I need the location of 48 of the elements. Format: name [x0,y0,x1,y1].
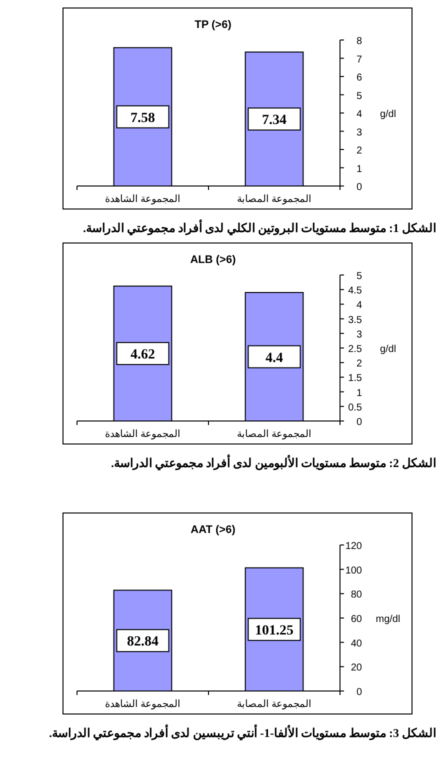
text: الشكل 1: متوسط مستويات البروتين الكلي لدى أفراد مجموعتي الدراسة. [83,220,436,236]
y-tick-label: 5 [356,271,362,282]
x-tick-label: المجموعة المصابة [236,194,312,205]
data-label: 7.34 [262,113,286,128]
data-label: 4.4 [266,350,283,366]
y-tick-label: 3 [356,127,362,138]
text: الشكل 2: متوسط مستويات الألبومين لدى أفراد مجموعتي الدراسة. [111,455,436,471]
y-tick-label: 6 [356,72,362,84]
y-tick-label: 100 [345,565,362,576]
x-tick-label: المجموعة المصابة [236,429,312,440]
y-tick-label: 0 [356,687,362,698]
x-tick-label: المجموعة الشاهدة [104,699,181,710]
y-tick-label: 4 [356,300,362,312]
y-tick-label: 8 [356,36,362,47]
y-tick-label: 120 [345,541,362,552]
data-label: 101.25 [255,623,294,638]
text: الشكل 3: متوسط مستويات الألفا-1- أنتي تريبسين لدى أفراد مجموعتي الدراسة. [49,725,436,741]
data-label: 4.62 [130,348,155,363]
y-axis-title: mg/dl [376,614,400,625]
x-tick-label: المجموعة المصابة [236,699,312,710]
x-tick-label: المجموعة الشاهدة [104,194,181,205]
y-tick-label: 2 [356,146,362,156]
y-tick-label: 2.5 [348,344,362,355]
y-tick-label: 60 [350,614,362,625]
y-tick-label: 7 [356,54,362,66]
y-tick-label: 40 [350,638,362,650]
y-tick-label: 4 [356,109,362,120]
y-axis-title: g/dl [380,344,396,355]
y-axis-title: g/dl [380,109,396,120]
y-tick-label: 3 [356,329,362,340]
y-tick-label: 1.5 [348,373,362,384]
chart-title: ALB (>6) [190,254,236,266]
chart-title: TP (>6) [194,19,232,31]
y-tick-label: 1 [356,164,362,175]
data-label: 82.84 [127,634,158,650]
y-tick-label: 3.5 [348,314,362,326]
x-tick-label: المجموعة الشاهدة [104,429,181,440]
chart-title: AAT (>6) [190,524,236,536]
y-tick-label: 20 [350,662,362,674]
y-tick-label: 1 [356,388,362,399]
y-tick-label: 0 [356,182,362,193]
data-label: 7.58 [130,110,155,126]
y-tick-label: 5 [356,90,362,102]
y-tick-label: 0 [356,417,362,428]
y-tick-label: 2 [356,358,362,370]
y-tick-label: 0.5 [348,402,362,414]
y-tick-label: 80 [350,590,362,601]
y-tick-label: 4.5 [348,286,362,297]
